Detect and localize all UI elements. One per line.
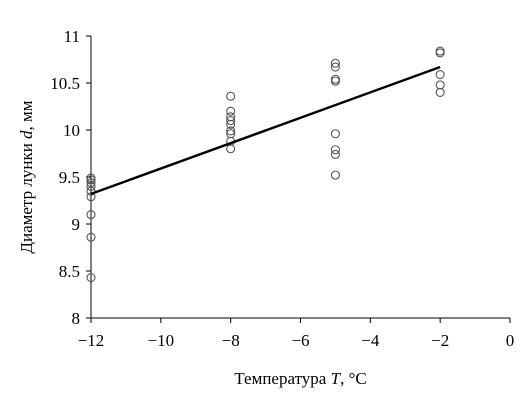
data-point [330, 129, 340, 139]
y-tick-label: 8 [72, 309, 81, 328]
x-tick-label: −8 [222, 331, 240, 350]
data-point [435, 48, 445, 58]
x-tick-label: −4 [361, 331, 380, 350]
data-point [86, 232, 96, 242]
x-tick-label: −6 [291, 331, 309, 350]
y-tick-label: 9.5 [59, 168, 80, 187]
y-tick-label: 10.5 [50, 74, 80, 93]
data-point [86, 178, 96, 188]
data-point [435, 69, 445, 80]
x-axis-label: Температура T, °C [234, 369, 366, 388]
y-axis-label: Диаметр лунки d, мм [17, 100, 36, 253]
data-point [330, 76, 340, 86]
data-point [226, 91, 236, 101]
x-tick-label: −2 [431, 331, 449, 350]
data-point [226, 126, 236, 136]
data-point [226, 129, 236, 139]
data-point [330, 170, 340, 180]
data-point [435, 46, 445, 56]
tick-labels: −12 −10 −8 −6 −4 −2 0 8 8.5 9 9.5 10 10.5 11 [50, 27, 514, 350]
data-point [86, 210, 96, 220]
data-point [226, 112, 236, 122]
trendline [90, 65, 441, 196]
y-tick-label: 10 [63, 121, 80, 140]
data-point [226, 116, 236, 126]
data-point [330, 58, 340, 68]
data-point [435, 80, 445, 90]
data-point [330, 145, 340, 155]
data-points [86, 46, 445, 283]
data-point [330, 62, 340, 72]
data-point [330, 74, 340, 84]
y-tick-label: 11 [64, 27, 80, 46]
y-tick-label: 9 [72, 215, 81, 234]
x-tick-label: 0 [506, 331, 515, 350]
x-tick-label: −10 [148, 331, 175, 350]
data-point [435, 87, 445, 97]
data-point [226, 106, 236, 116]
data-point [86, 273, 96, 283]
data-point [330, 149, 340, 159]
data-point [86, 173, 96, 183]
trendline-group [90, 65, 441, 196]
axes [86, 35, 511, 323]
data-point [226, 144, 236, 154]
x-tick-label: −12 [78, 331, 105, 350]
y-tick-label: 8.5 [59, 262, 80, 281]
